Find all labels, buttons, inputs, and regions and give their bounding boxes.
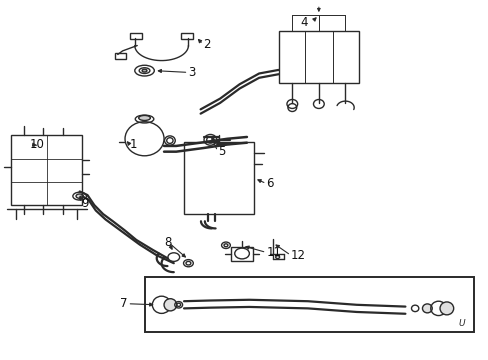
Text: 10: 10 [30,138,45,150]
Text: 3: 3 [188,66,195,79]
Text: 6: 6 [266,177,273,190]
Ellipse shape [139,116,150,121]
Text: 2: 2 [203,38,210,51]
Text: 12: 12 [290,249,305,262]
Bar [115,53,126,59]
Text: U: U [457,319,464,328]
Text: 9: 9 [81,197,88,210]
Bar [181,33,193,39]
Bar [231,247,252,261]
Ellipse shape [439,302,453,315]
Text: 1: 1 [130,138,137,151]
Bar [144,277,473,332]
Text: 7: 7 [120,297,127,310]
Ellipse shape [163,299,176,311]
Bar [183,142,254,214]
Ellipse shape [422,304,431,313]
Bar [130,33,142,39]
Text: 8: 8 [163,236,171,249]
Bar [278,31,358,83]
Ellipse shape [142,69,147,72]
Text: 11: 11 [266,246,281,259]
Text: 4: 4 [300,16,307,29]
Ellipse shape [76,194,83,198]
Bar [11,135,82,205]
Text: 5: 5 [217,145,224,158]
